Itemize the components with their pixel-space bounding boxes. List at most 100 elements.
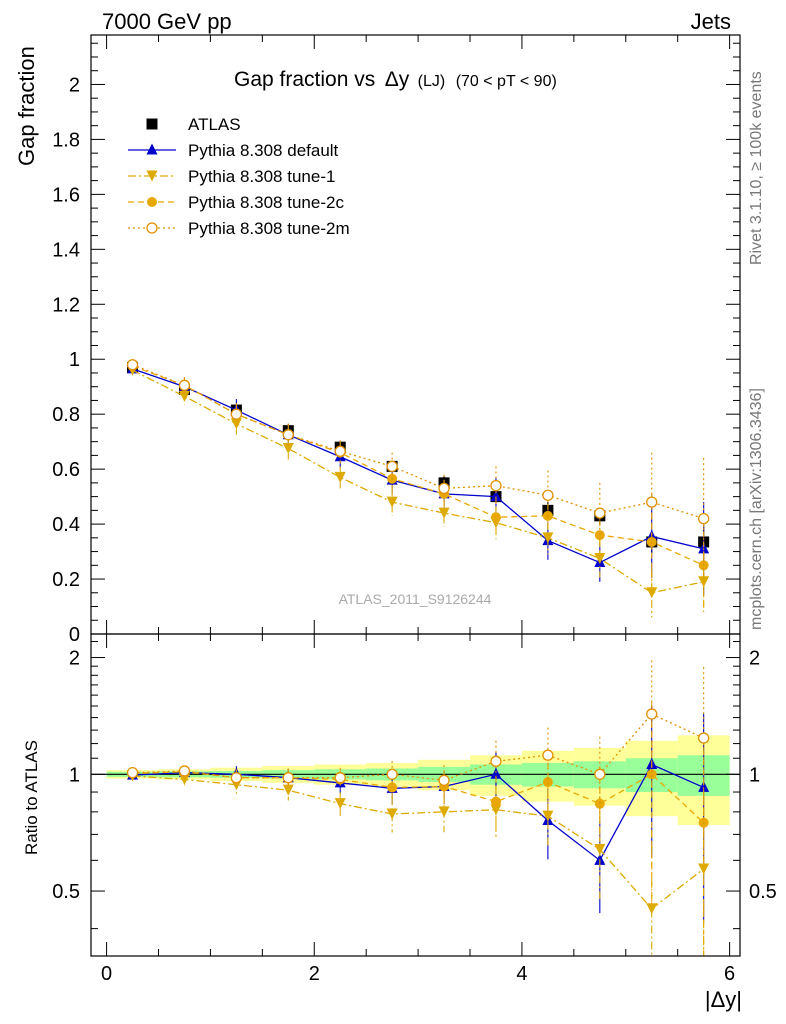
series-point xyxy=(334,471,346,483)
ratio-plot-frame xyxy=(90,633,741,957)
legend-item-atlas: ATLAS xyxy=(146,115,241,134)
ratio-point xyxy=(490,767,502,779)
legend-label: Pythia 8.308 default xyxy=(188,141,339,160)
x-tick-label: 6 xyxy=(724,963,735,985)
y-tick-label: 2 xyxy=(69,74,80,96)
ratio-point xyxy=(438,806,450,818)
title-range: (70 < pT < 90) xyxy=(456,73,557,90)
ratio-point xyxy=(490,755,502,767)
legend-marker xyxy=(146,118,158,130)
x-tick-label: 2 xyxy=(309,963,320,985)
legend-label: ATLAS xyxy=(188,115,241,134)
series-point xyxy=(282,443,294,455)
ratio-y-tick-label: 1 xyxy=(69,764,80,786)
series-point xyxy=(646,536,657,547)
series-point xyxy=(542,489,554,501)
chart-title: Gap fraction vs Δy (LJ) (70 < pT < 90) xyxy=(234,68,557,91)
ratio-point xyxy=(438,774,450,786)
series-point xyxy=(594,552,606,564)
series-point xyxy=(282,429,294,441)
header-left: 7000 GeV pp xyxy=(102,9,232,34)
series-line-0 xyxy=(132,368,704,564)
ratio-point xyxy=(542,777,553,788)
rivet-label: Rivet 3.1.10, ≥ 100k events xyxy=(748,71,765,265)
analysis-watermark: ATLAS_2011_S9126244 xyxy=(339,591,492,607)
series-point xyxy=(594,507,606,519)
legend-item-series: Pythia 8.308 default xyxy=(128,141,339,160)
series-point xyxy=(646,496,658,508)
legend: ATLAS Pythia 8.308 default Pythia 8.308 tu… xyxy=(128,115,350,238)
legend-marker xyxy=(146,222,158,234)
ratio-y-tick-label-right: 2 xyxy=(749,648,760,670)
ratio-point xyxy=(230,772,243,784)
ratio-point xyxy=(334,772,346,784)
ratio-y-axis-label: Ratio to ATLAS xyxy=(22,740,41,855)
legend-item-series: Pythia 8.308 tune-2c xyxy=(128,193,344,212)
y-axis-label: Gap fraction xyxy=(14,46,39,166)
ratio-point xyxy=(698,732,710,744)
ratio-line-1 xyxy=(132,775,705,910)
series-point xyxy=(386,496,398,508)
y-tick-label: 0.2 xyxy=(52,569,80,591)
y-tick-label: 1.8 xyxy=(52,129,80,151)
y-tick-label: 1.2 xyxy=(52,294,80,316)
series-point xyxy=(490,490,502,502)
atlas-point xyxy=(542,504,554,516)
series-point xyxy=(126,359,139,371)
series-point xyxy=(178,379,191,391)
series-line-3 xyxy=(132,364,704,520)
series-point xyxy=(698,560,709,571)
y-tick-label: 1 xyxy=(69,349,80,371)
ratio-point xyxy=(490,796,501,807)
ratio-point xyxy=(646,769,657,780)
y-tick-label: 0.4 xyxy=(52,514,80,536)
ratio-point xyxy=(282,772,294,784)
legend-item-series: Pythia 8.308 tune-1 xyxy=(128,167,335,186)
y-tick-label: 0 xyxy=(69,624,80,646)
series-point xyxy=(178,390,190,402)
y-tick-label: 0.6 xyxy=(52,459,80,481)
series-point xyxy=(334,445,346,457)
legend-marker xyxy=(146,143,158,155)
title-main: Gap fraction vs xyxy=(234,68,375,91)
title-sub: (LJ) xyxy=(418,73,446,90)
series-point xyxy=(698,512,710,525)
ratio-line-3 xyxy=(132,713,704,781)
x-tick-label: 4 xyxy=(516,963,527,985)
ratio-point xyxy=(646,708,658,720)
ratio-y-tick-label: 2 xyxy=(69,648,80,670)
series-point xyxy=(490,479,502,492)
legend-marker xyxy=(147,197,157,207)
y-tick-label: 1.4 xyxy=(52,239,80,261)
series-point xyxy=(490,512,501,523)
x-axis-label: |Δy| xyxy=(705,987,742,1012)
ratio-point xyxy=(334,798,346,810)
ratio-point xyxy=(178,765,191,777)
series-point xyxy=(594,530,605,541)
ratio-point xyxy=(386,768,398,780)
series-point xyxy=(438,507,450,519)
ratio-point xyxy=(542,749,554,761)
ratio-y-tick-label: 0.5 xyxy=(52,881,80,903)
y-tick-label: 0.8 xyxy=(52,404,80,426)
ratio-line-0 xyxy=(132,763,704,862)
ratio-point xyxy=(594,768,606,780)
ratio-point xyxy=(698,863,710,875)
ratio-point xyxy=(178,773,190,785)
series-point xyxy=(386,460,398,473)
ratio-point xyxy=(386,808,398,820)
mcplots-label: mcplots.cern.ch [arXiv:1306.3436] xyxy=(748,388,765,630)
series-point xyxy=(230,408,243,420)
header-right: Jets xyxy=(691,9,731,34)
ratio-point xyxy=(282,784,294,796)
series-point xyxy=(646,587,658,599)
ratio-y-tick-label-right: 0.5 xyxy=(749,881,777,903)
x-tick-label: 0 xyxy=(101,963,112,985)
ratio-point xyxy=(126,766,139,779)
y-tick-label: 1.6 xyxy=(52,184,80,206)
ratio-point xyxy=(646,903,658,915)
legend-item-series: Pythia 8.308 tune-2m xyxy=(128,219,350,238)
legend-label: Pythia 8.308 tune-2c xyxy=(188,193,344,212)
legend-label: Pythia 8.308 tune-2m xyxy=(188,219,350,238)
series-line-2 xyxy=(132,365,704,566)
